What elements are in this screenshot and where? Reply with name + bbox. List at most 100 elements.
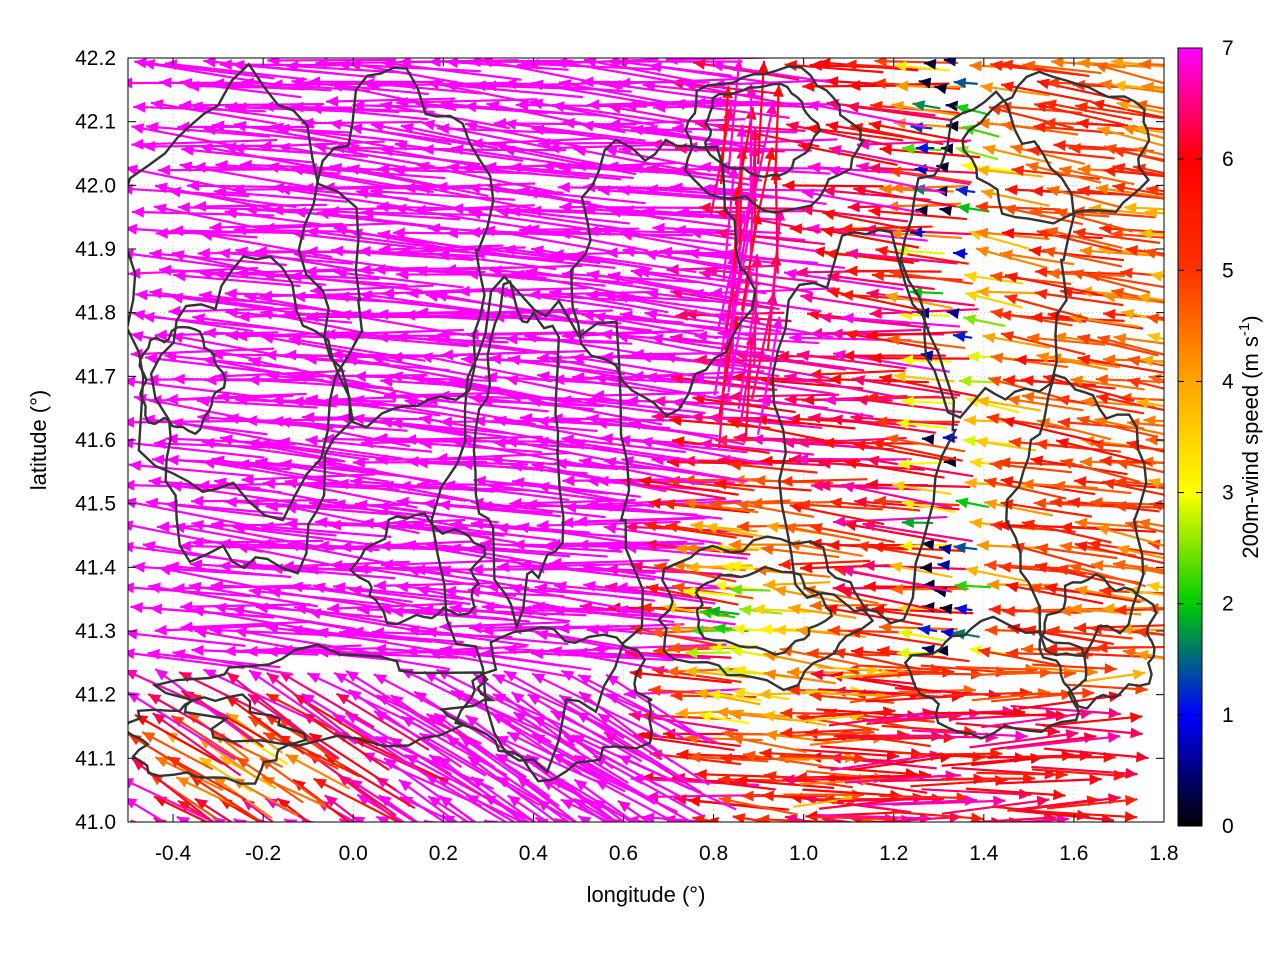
wind-vector [390, 371, 515, 398]
wind-vector [1040, 810, 1138, 822]
wind-vector [572, 438, 699, 463]
wind-vector [889, 561, 953, 579]
wind-vector [305, 394, 441, 417]
wind-vector [982, 332, 1051, 349]
wind-vector [234, 330, 365, 342]
wind-vector [756, 316, 783, 435]
wind-vector [955, 185, 976, 197]
wind-vector [896, 647, 946, 659]
wind-vector [828, 145, 941, 171]
wind-vector [865, 329, 968, 341]
wind-vector [915, 205, 928, 217]
contour-line [683, 65, 866, 214]
wind-vector [617, 799, 651, 822]
wind-vector [203, 124, 329, 143]
wind-vector [868, 206, 967, 221]
contour-line [903, 615, 1088, 740]
wind-vector [327, 602, 461, 614]
wind-vector [828, 373, 929, 385]
wind-vector [370, 121, 499, 150]
wind-vector [671, 436, 770, 454]
wind-vector [306, 672, 423, 729]
wind-vector [419, 352, 553, 383]
wind-vector [1052, 480, 1132, 495]
wind-vector [852, 440, 949, 462]
wind-vector [692, 58, 800, 81]
wind-vector [276, 123, 405, 143]
wind-vector [891, 810, 984, 822]
wind-vector [330, 245, 474, 261]
wind-vector [780, 727, 872, 739]
wind-vector [808, 412, 917, 427]
wind-vector [393, 518, 517, 544]
wind-vector [442, 480, 569, 502]
wind-vector [580, 561, 718, 589]
wind-vector [496, 561, 639, 573]
wind-vector [1046, 795, 1138, 810]
wind-vector [1097, 334, 1164, 356]
wind-vector [278, 184, 402, 208]
wind-vector [891, 101, 961, 117]
wind-vectors [128, 58, 1164, 822]
wind-vector [1099, 79, 1164, 94]
wind-vector [895, 80, 966, 92]
wind-vector [597, 712, 710, 786]
wind-vector [131, 138, 278, 150]
y-tick-label: 41.0 [75, 811, 116, 834]
wind-vector [376, 308, 498, 322]
wind-vector [800, 204, 909, 223]
wind-vector [889, 228, 962, 240]
x-axis: -0.4 -0.2 0.0 0.2 0.4 0.6 0.8 1.0 1.2 1.4 1.6 1.8 [155, 58, 1179, 865]
wind-vector [1001, 416, 1101, 444]
wind-vector [707, 689, 762, 702]
wind-vector [390, 418, 511, 435]
wind-vector [1102, 478, 1164, 496]
wind-vector [308, 732, 397, 791]
wind-vector [224, 496, 353, 510]
wind-vector [1112, 162, 1164, 177]
wind-vector [427, 795, 470, 822]
contour-line [149, 255, 356, 575]
wind-vector [714, 478, 812, 492]
colorbar-tick-label: 2 [1222, 593, 1234, 616]
wind-vector [188, 581, 319, 608]
wind-vector [330, 81, 457, 111]
wind-vector [549, 646, 669, 672]
x-tick-label: 0.2 [429, 842, 458, 865]
wind-vector [507, 354, 637, 382]
wind-vector [312, 582, 444, 614]
x-tick-label: 1.4 [969, 842, 999, 865]
wind-vector [1000, 476, 1096, 496]
wind-vector [751, 254, 763, 366]
wind-vector [443, 80, 583, 99]
wind-vector [969, 729, 1079, 749]
wind-vector [1111, 146, 1164, 162]
wind-vector [648, 61, 773, 85]
wind-vector [921, 788, 1032, 800]
wind-vector [1044, 582, 1141, 604]
wind-vector [536, 481, 655, 508]
wind-vector [147, 582, 292, 611]
wind-vector [730, 733, 807, 754]
wind-vector [260, 521, 392, 538]
wind-vector [211, 455, 340, 483]
wind-vector [939, 603, 953, 615]
wind-vector [361, 207, 493, 219]
wind-vector [348, 59, 477, 88]
wind-vector [1010, 687, 1095, 699]
wind-vector [639, 437, 770, 466]
wind-vector [531, 124, 661, 147]
wind-vector [644, 309, 782, 333]
wind-vector [349, 778, 418, 822]
wind-vector [763, 669, 836, 685]
wind-vector [440, 349, 588, 361]
y-tick-label: 41.3 [75, 620, 116, 643]
y-tick-label: 41.2 [75, 684, 116, 707]
wind-vector [191, 495, 338, 507]
wind-vector [869, 352, 970, 364]
wind-vector [1004, 272, 1098, 296]
wind-vector [463, 101, 607, 118]
wind-vector [954, 580, 991, 592]
wind-vector [608, 103, 724, 129]
wind-vector [582, 580, 716, 605]
